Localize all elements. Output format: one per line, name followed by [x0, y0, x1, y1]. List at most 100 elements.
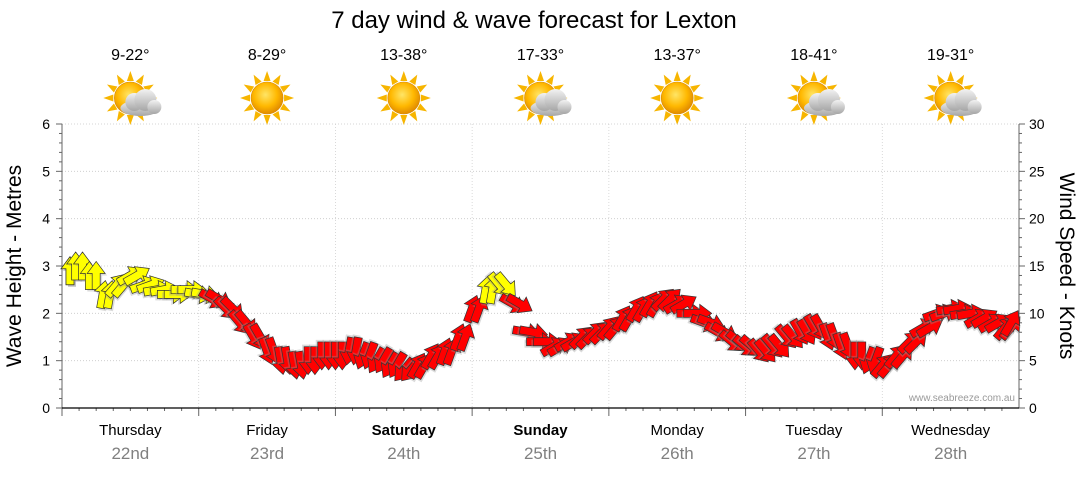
- sun-ray: [690, 84, 701, 93]
- day-label: Tuesday: [785, 422, 842, 439]
- sun-ray: [263, 115, 271, 125]
- sun-ray: [545, 74, 554, 86]
- right-tick-label: 30: [1029, 116, 1045, 132]
- sun-ray: [663, 74, 672, 86]
- left-tick-label: 3: [42, 258, 50, 274]
- day-label: Wednesday: [911, 422, 990, 439]
- date-label: 22nd: [111, 444, 149, 463]
- sun-ray: [800, 110, 809, 122]
- sun-ray: [106, 84, 118, 93]
- left-tick-label: 0: [42, 400, 50, 416]
- left-tick-label: 1: [42, 353, 50, 369]
- chart-title: 7 day wind & wave forecast for Lexton: [331, 7, 737, 34]
- sun-ray: [416, 84, 428, 93]
- left-tick-label: 4: [42, 211, 50, 227]
- sun-ray: [284, 94, 295, 102]
- cloud-shape: [120, 89, 162, 116]
- sun-ray: [263, 71, 271, 81]
- right-tick-label: 15: [1029, 258, 1045, 274]
- sun-ray: [272, 110, 281, 122]
- sun-ray: [380, 103, 391, 112]
- sun-ray: [420, 94, 431, 102]
- sun-ray: [116, 74, 125, 86]
- sun-ray: [800, 74, 809, 86]
- sun-ray: [537, 71, 544, 81]
- right-tick-label: 20: [1029, 211, 1045, 227]
- sun-ray: [116, 110, 125, 122]
- sun-ray: [280, 84, 291, 93]
- date-label: 26th: [661, 444, 694, 463]
- sun-ray: [280, 103, 291, 112]
- credit-text: www.seabreeze.com.au: [908, 393, 1015, 404]
- right-tick-label: 5: [1029, 353, 1037, 369]
- sun-ray: [790, 103, 801, 112]
- sun-ray: [513, 94, 524, 102]
- temperature-label: 17-33°: [517, 47, 564, 64]
- wind-arrow: [503, 292, 533, 314]
- sun-ray: [126, 71, 134, 81]
- sun-ray: [956, 74, 965, 86]
- partly-cloudy-icon: [103, 71, 162, 125]
- sun-disc: [660, 81, 694, 115]
- cloud-shape: [940, 89, 982, 116]
- sun-ray: [272, 74, 281, 86]
- day-label: Sunday: [513, 422, 568, 439]
- sun-ray: [937, 110, 946, 122]
- sun-ray: [663, 110, 672, 122]
- sun-ray: [416, 103, 428, 112]
- sun-ray: [653, 103, 665, 112]
- wind-arrow: [1000, 310, 1021, 340]
- wind-arrow-body: [493, 271, 516, 297]
- sun-icon: [376, 71, 431, 125]
- date-label: 27th: [797, 444, 830, 463]
- temperature-label: 13-37°: [654, 47, 701, 64]
- date-label: 28th: [934, 444, 967, 463]
- sun-ray: [937, 74, 946, 86]
- temperature-label: 13-38°: [380, 47, 427, 64]
- sun-ray: [673, 71, 681, 81]
- sun-ray: [400, 115, 408, 125]
- sun-ray: [390, 110, 399, 122]
- date-label: 25th: [524, 444, 557, 463]
- wind-arrow-body: [505, 292, 533, 314]
- temperature-label: 9-22°: [111, 47, 149, 64]
- temperature-label: 8-29°: [248, 47, 286, 64]
- sun-ray: [673, 115, 681, 125]
- day-label: Saturday: [372, 422, 437, 439]
- temperature-label: 19-31°: [927, 47, 974, 64]
- right-axis-title: Wind Speed - Knots: [1055, 173, 1078, 360]
- sun-ray: [103, 94, 114, 102]
- wind-arrow-body: [456, 323, 475, 352]
- sun-ray: [810, 115, 818, 125]
- right-tick-label: 10: [1029, 305, 1045, 321]
- sun-ray: [527, 74, 536, 86]
- sun-ray: [927, 84, 938, 93]
- cloud-shape: [530, 89, 572, 116]
- temperature-label: 18-41°: [790, 47, 837, 64]
- partly-cloudy-icon: [513, 71, 572, 125]
- day-label: Friday: [246, 422, 288, 439]
- right-tick-label: 0: [1029, 400, 1037, 416]
- sun-ray: [947, 115, 955, 125]
- sun-ray: [923, 94, 934, 102]
- weather-icons: [103, 71, 982, 125]
- wind-arrow: [491, 271, 516, 297]
- sun-ray: [517, 84, 528, 93]
- sun-ray: [243, 103, 255, 112]
- sun-ray: [409, 74, 418, 86]
- sun-ray: [106, 103, 118, 112]
- sun-ray: [400, 71, 408, 81]
- sun-icon: [650, 71, 705, 125]
- sun-ray: [682, 74, 691, 86]
- cloud-shape: [803, 89, 845, 116]
- day-label: Monday: [651, 422, 705, 439]
- cloud-puff: [557, 100, 572, 114]
- right-tick-label: 25: [1029, 163, 1045, 179]
- partly-cloudy-icon: [786, 71, 845, 125]
- sun-disc: [387, 81, 421, 115]
- left-axis-title: Wave Height - Metres: [3, 165, 26, 367]
- wind-series: [60, 251, 1021, 383]
- day-label: Thursday: [99, 422, 162, 439]
- wind-arrow-body: [1000, 310, 1021, 338]
